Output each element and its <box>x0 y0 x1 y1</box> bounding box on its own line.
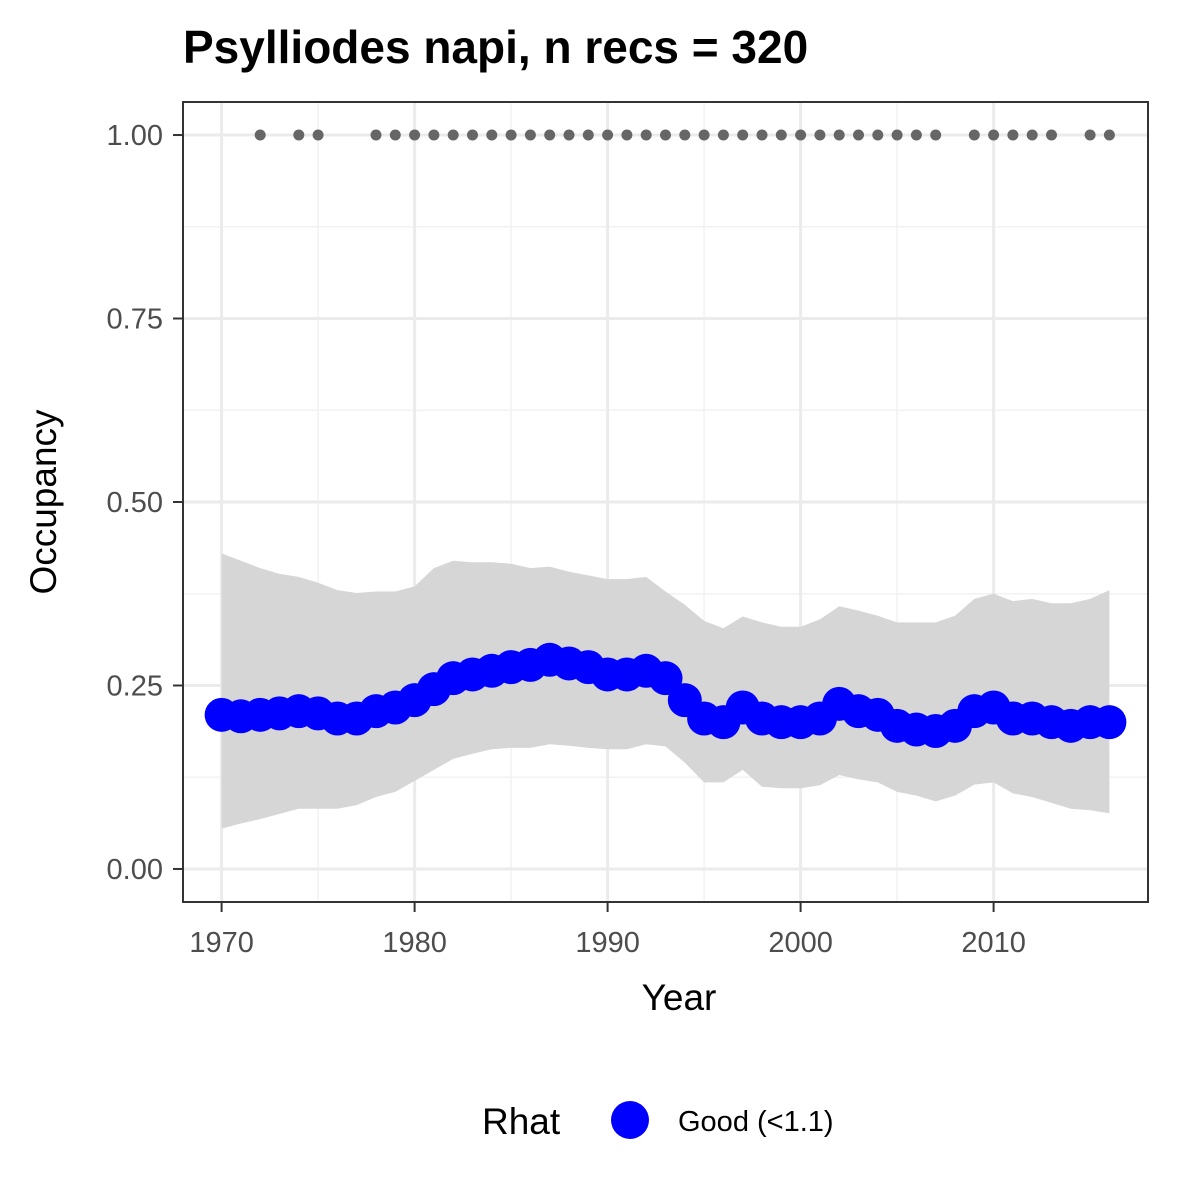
record-point <box>872 129 884 141</box>
record-point <box>254 129 266 141</box>
record-point <box>582 129 594 141</box>
record-point <box>891 129 903 141</box>
record-point <box>1007 129 1019 141</box>
record-point <box>621 129 633 141</box>
record-point <box>409 129 421 141</box>
legend: Rhat Good (<1.1) <box>482 1101 834 1142</box>
record-point <box>698 129 710 141</box>
occupancy-point <box>1092 705 1127 740</box>
x-tick-label: 1990 <box>575 927 640 959</box>
record-point <box>737 129 749 141</box>
record-point <box>312 129 324 141</box>
record-point <box>640 129 652 141</box>
record-point <box>833 129 845 141</box>
x-tick-label: 2000 <box>768 927 833 959</box>
record-point <box>988 129 1000 141</box>
record-point <box>447 129 459 141</box>
record-point <box>853 129 864 141</box>
y-axis-title: Occupancy <box>23 409 64 595</box>
x-tick-label: 1970 <box>189 927 254 959</box>
x-tick-label: 1980 <box>382 927 447 959</box>
record-point <box>563 129 575 141</box>
occupancy-series <box>204 642 1127 748</box>
legend-label-good: Good (<1.1) <box>678 1106 834 1138</box>
x-axis: 1970 1980 1990 2000 2010 <box>189 902 1026 959</box>
record-point <box>428 129 440 141</box>
record-point <box>486 129 498 141</box>
record-point <box>389 129 401 141</box>
record-point <box>795 129 807 141</box>
record-point <box>775 129 787 141</box>
record-point <box>679 129 691 141</box>
legend-key-good <box>611 1101 649 1139</box>
record-point <box>1084 129 1096 141</box>
plot-panel <box>182 101 1149 903</box>
record-point <box>524 129 536 141</box>
y-tick-label: 0.50 <box>107 487 163 519</box>
record-point <box>602 129 614 141</box>
record-point <box>467 129 478 141</box>
chart-title-text: Psylliodes napi, n recs = 320 <box>183 21 808 73</box>
record-point <box>1026 129 1038 141</box>
record-point <box>293 129 305 141</box>
y-tick-label: 0.25 <box>107 670 163 702</box>
record-point <box>660 129 671 141</box>
record-point <box>756 129 768 141</box>
record-point <box>910 129 922 141</box>
record-point <box>544 129 556 141</box>
record-point <box>370 129 382 141</box>
y-tick-label: 1.00 <box>107 120 163 152</box>
record-point <box>814 129 826 141</box>
y-axis: 0.00 0.25 0.50 0.75 1.00 <box>107 120 183 886</box>
record-points <box>254 129 1115 141</box>
occupancy-point <box>648 661 683 696</box>
record-point <box>1103 129 1115 141</box>
record-point <box>717 129 729 141</box>
legend-title: Rhat <box>482 1101 561 1142</box>
record-point <box>505 129 517 141</box>
x-axis-title: Year <box>642 977 717 1018</box>
record-point <box>930 129 942 141</box>
record-point <box>1046 129 1057 141</box>
y-tick-label: 0.00 <box>107 854 163 886</box>
record-point <box>968 129 980 141</box>
y-tick-label: 0.75 <box>107 304 163 336</box>
x-tick-label: 2010 <box>961 927 1026 959</box>
